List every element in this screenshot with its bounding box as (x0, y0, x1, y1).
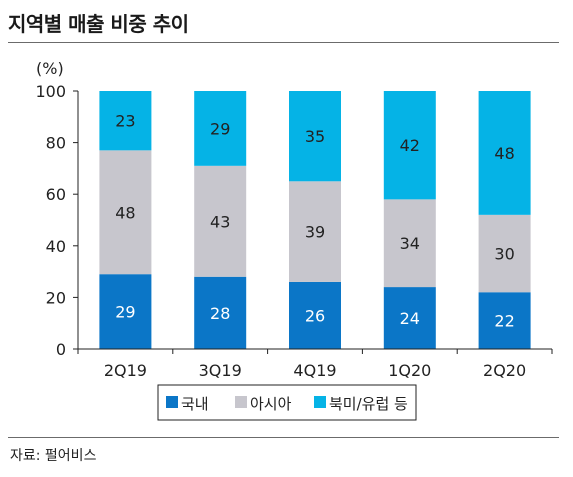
data-label: 28 (210, 304, 230, 323)
bars-group: 29 48 23 28 43 29 26 39 35 24 34 42 22 30 48 (99, 91, 531, 349)
bar-segment (194, 165, 247, 277)
data-label: 43 (210, 212, 230, 231)
y-tick-label: 100 (35, 82, 66, 101)
y-tick-label: 60 (46, 185, 66, 204)
data-label: 34 (400, 234, 420, 253)
source-note: 자료: 펄어비스 (10, 448, 97, 464)
y-tick-label: 20 (46, 288, 66, 307)
y-tick-label: 0 (56, 340, 66, 359)
x-tick-label: 1Q20 (388, 361, 431, 380)
legend-box (157, 384, 417, 421)
bar-segment (99, 274, 152, 349)
bar-segment (289, 281, 341, 349)
y-tick-label: 40 (46, 237, 66, 256)
data-label: 30 (494, 245, 514, 264)
title-divider (8, 42, 559, 43)
footer-divider (8, 437, 559, 438)
legend-label: 아시아 (250, 395, 292, 413)
y-axis: 0 20 40 60 80 100 (35, 82, 79, 359)
legend-label: 국내 (181, 395, 209, 413)
data-label: 39 (305, 223, 325, 242)
data-label: 22 (494, 312, 514, 331)
data-label: 29 (210, 119, 230, 138)
data-label: 35 (305, 127, 325, 146)
bar-segment (478, 292, 531, 349)
data-label: 42 (400, 136, 420, 155)
bar-segment (99, 150, 152, 275)
bar-segment (194, 91, 247, 166)
data-label: 29 (115, 303, 135, 322)
bar-segment (289, 91, 341, 182)
legend-swatch (314, 396, 326, 408)
y-axis-unit-label: (%) (36, 59, 64, 78)
bar-segment (478, 91, 531, 215)
bar-segment (383, 199, 436, 288)
chart-title: 지역별 매출 비중 추이 (8, 12, 189, 36)
legend: 국내 아시아 북미/유럽 등 (157, 384, 417, 421)
x-tick-label: 4Q19 (293, 361, 336, 380)
x-axis: 2Q19 3Q19 4Q19 1Q20 2Q20 (77, 348, 553, 380)
x-tick-label: 2Q20 (483, 361, 526, 380)
bar-segment (194, 276, 247, 349)
bar-segment (478, 214, 531, 293)
data-label: 48 (494, 144, 514, 163)
bar-segment (289, 181, 341, 282)
y-tick-label: 80 (46, 134, 66, 153)
data-label: 23 (115, 112, 135, 131)
legend-swatch (235, 396, 247, 408)
data-label: 24 (400, 309, 420, 328)
x-tick-label: 3Q19 (199, 361, 242, 380)
bar-segment (383, 91, 436, 200)
legend-swatch (166, 396, 178, 408)
bar-segment (99, 91, 152, 151)
data-label: 48 (115, 203, 135, 222)
data-label: 26 (305, 306, 325, 325)
stacked-bar-chart: (%) 0 20 40 60 80 100 29 48 23 28 43 29 26 39 35 24 34 4… (35, 59, 553, 421)
x-tick-label: 2Q19 (104, 361, 147, 380)
bar-segment (383, 287, 436, 349)
legend-label: 북미/유럽 등 (329, 395, 408, 413)
